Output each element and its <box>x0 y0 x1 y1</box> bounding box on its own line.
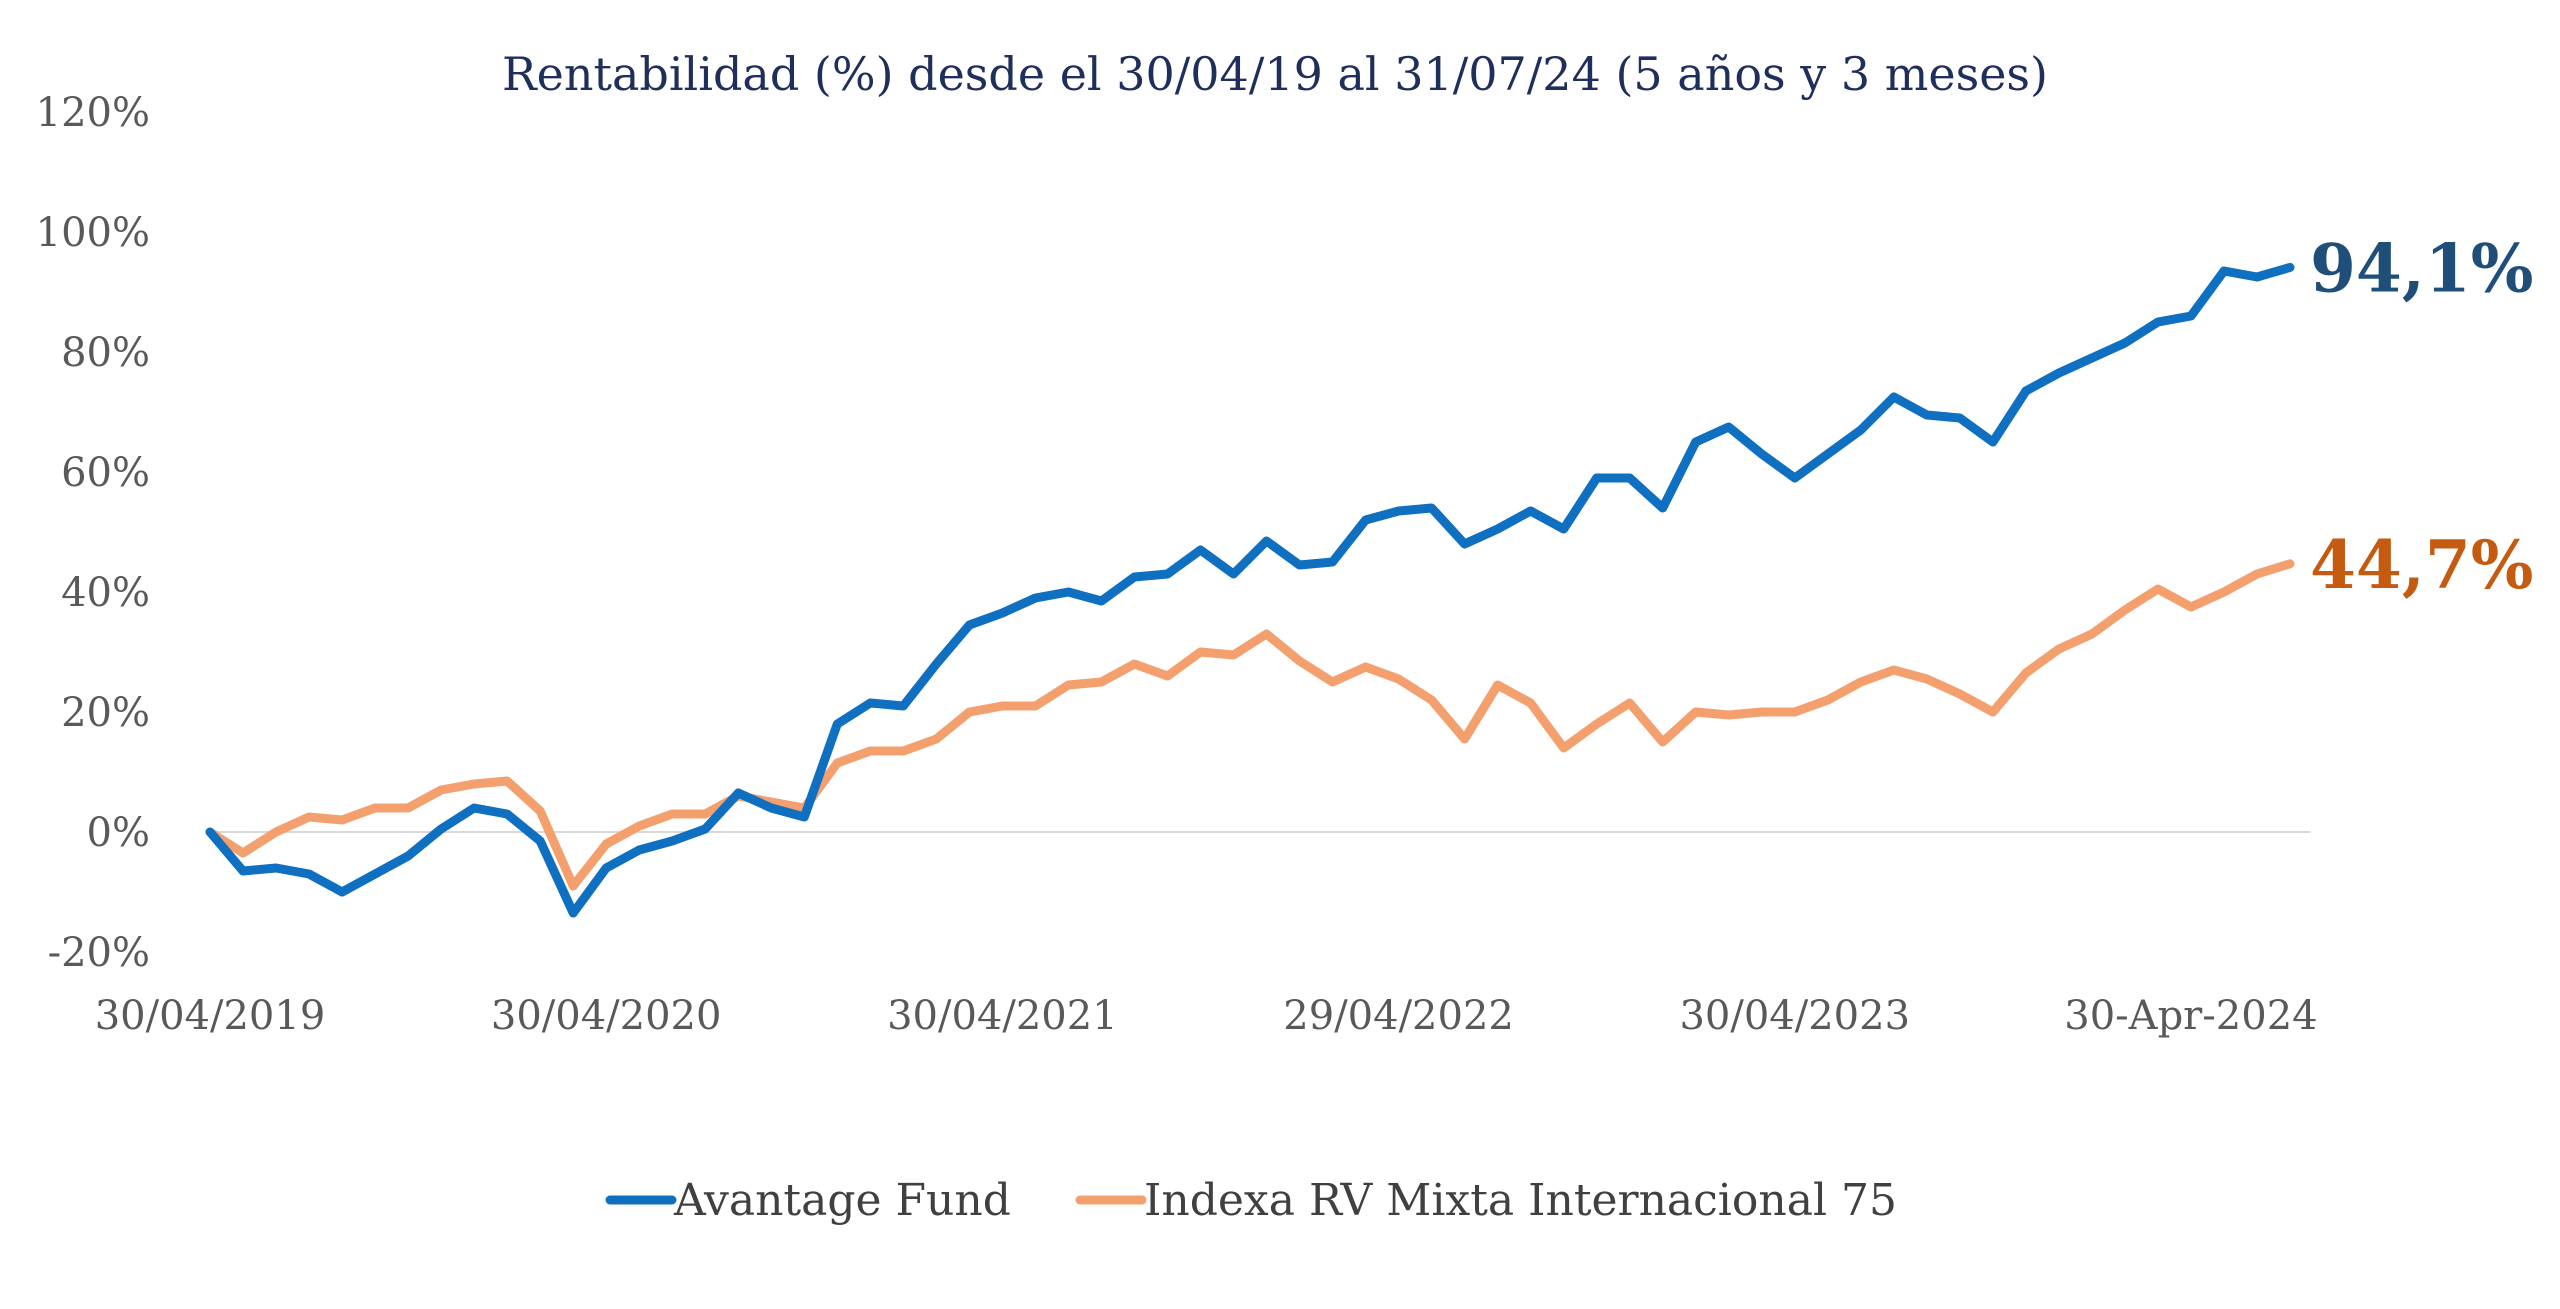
y-tick-label: 40% <box>61 570 150 616</box>
y-tick-label: -20% <box>48 930 150 976</box>
x-tick-label: 30/04/2023 <box>1679 993 1910 1039</box>
y-tick-label: 0% <box>87 810 150 856</box>
end-labels: 94,1% 44,7% <box>2310 229 2533 603</box>
x-tick-label: 29/04/2022 <box>1283 993 1514 1039</box>
x-tick-label: 30/04/2020 <box>491 993 722 1039</box>
series-line-avantage-fund <box>205 262 2295 918</box>
x-axis: 30/04/2019 30/04/2020 30/04/2021 29/04/2022… <box>95 993 2318 1039</box>
y-tick-label: 60% <box>61 450 150 496</box>
y-tick-label: 80% <box>61 330 150 376</box>
x-tick-label: 30/04/2019 <box>95 993 326 1039</box>
y-tick-label: 120% <box>36 90 150 136</box>
y-axis: -20% 0% 20% 40% 60% 80% 100% 120% <box>36 90 150 976</box>
chart-title: Rentabilidad (%) desde el 30/04/19 al 31… <box>502 47 2048 101</box>
y-tick-label: 100% <box>36 210 150 256</box>
legend-label: Indexa RV Mixta Internacional 75 <box>1144 1175 1897 1226</box>
legend: Avantage Fund Indexa RV Mixta Internacion… <box>605 1175 1897 1226</box>
x-tick-label: 30/04/2021 <box>887 993 1118 1039</box>
y-tick-label: 20% <box>61 690 150 736</box>
end-value-label: 44,7% <box>2310 526 2533 604</box>
legend-label: Avantage Fund <box>673 1175 1011 1226</box>
end-value-label: 94,1% <box>2310 229 2533 307</box>
series-line-indexa-rv-mixta-internacional-75 <box>205 559 2295 891</box>
x-tick-label: 30-Apr-2024 <box>2064 993 2317 1039</box>
series-layer <box>205 262 2295 918</box>
